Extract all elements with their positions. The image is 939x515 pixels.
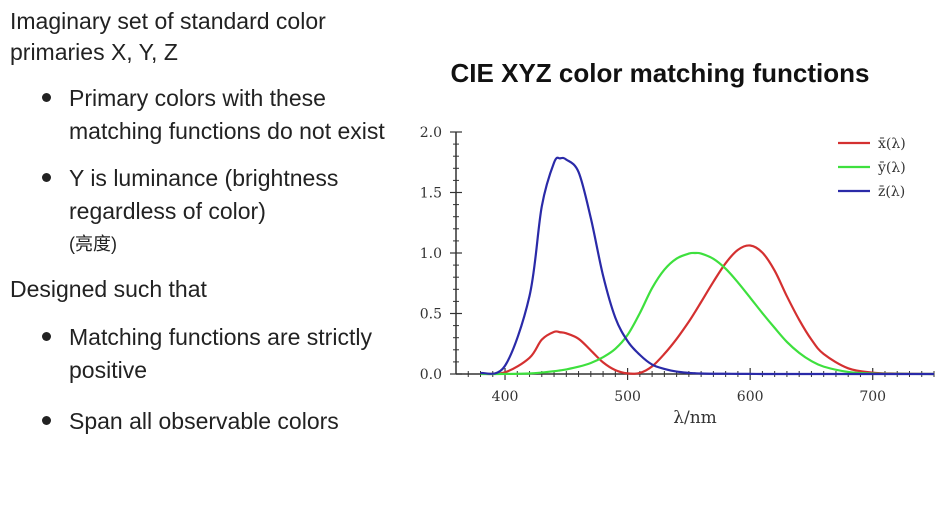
x-tick-label: 400 (492, 389, 519, 405)
bullet-list-2: Matching functions are strictly positive… (10, 321, 395, 438)
x-tick-label: 700 (859, 389, 886, 405)
bullet-item: Matching functions are strictly positive (10, 321, 395, 387)
bullet-item: Primary colors with these matching funct… (10, 82, 395, 148)
series-line-2 (480, 156, 934, 376)
cmf-chart: 0.0 0.5 1.0 1.5 2.0 400 500 600 700 λ/nm x̄(λ) ȳ(λ)… (420, 125, 935, 428)
series-line-1 (480, 251, 935, 376)
designed-text: Designed such that (10, 276, 207, 302)
slide-text: Imaginary set of standard color primarie… (10, 6, 395, 438)
bullet-text: Primary colors with these matching funct… (69, 85, 385, 144)
legend-label-1: ȳ(λ) (877, 160, 906, 176)
bullet-item: Y is luminance (brightness regardless of… (10, 162, 395, 258)
legend-label-2: z̄(λ) (878, 184, 905, 200)
x-tick-label: 500 (614, 389, 641, 405)
bullet-text: Span all observable colors (69, 408, 339, 434)
y-tick-label: 1.5 (420, 186, 442, 202)
intro-text: Imaginary set of standard color primarie… (10, 8, 326, 65)
chinese-note: (亮度) (69, 234, 117, 254)
y-tick-label: 0.5 (420, 307, 442, 323)
bullet-list-1: Primary colors with these matching funct… (10, 82, 395, 258)
y-tick-label: 0.0 (420, 367, 442, 383)
x-axis-label: λ/nm (673, 408, 717, 428)
legend-label-0: x̄(λ) (878, 136, 906, 152)
y-tick-label: 2.0 (420, 125, 442, 141)
bullet-text: Y is luminance (brightness regardless of… (69, 165, 339, 224)
bullet-item: Span all observable colors (10, 405, 395, 438)
series-line-0 (480, 244, 935, 376)
bullet-text: Matching functions are strictly positive (69, 324, 372, 383)
chart-title: CIE XYZ color matching functions (450, 58, 870, 88)
x-tick-label: 600 (737, 389, 764, 405)
y-tick-label: 1.0 (420, 246, 442, 262)
